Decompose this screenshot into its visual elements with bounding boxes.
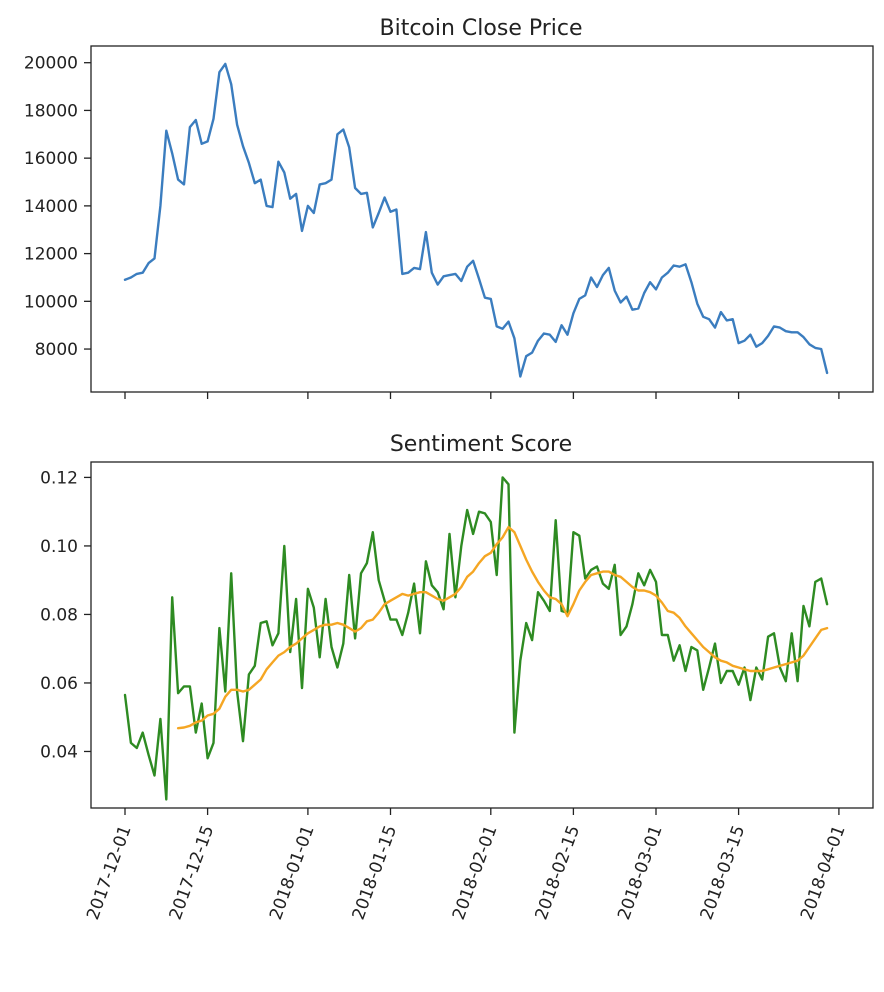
sentiment-y-tick-label: 0.04 [40, 742, 78, 762]
sentiment-y-tick-label: 0.06 [40, 674, 78, 694]
sentiment-y-tick-label: 0.10 [40, 537, 78, 557]
sentiment-series-moving-average [176, 525, 829, 730]
sentiment-x-tick-label: 2018-02-15 [532, 823, 585, 923]
price-y-tick-label: 14000 [24, 197, 78, 217]
price-x-axis [124, 392, 840, 399]
sentiment-x-tick-label: 2018-04-01 [797, 823, 850, 923]
sentiment-y-axis: 0.04 0.06 0.08 0.10 0.12 [40, 468, 91, 762]
sentiment-x-tick-label: 2018-02-01 [449, 823, 502, 923]
price-y-tick-label: 10000 [24, 292, 78, 312]
sentiment-x-tick-label: 2018-03-01 [614, 823, 667, 923]
price-series-layer [123, 62, 829, 378]
price-y-axis: 8000 10000 12000 14000 16000 18000 20000 [24, 54, 91, 360]
price-chart: Bitcoin Close Price 8000 10000 12000 14000 1… [24, 16, 874, 399]
sentiment-x-tick-label: 2018-03-15 [697, 823, 750, 923]
sentiment-chart-title: Sentiment Score [390, 432, 572, 457]
sentiment-y-tick-label: 0.12 [40, 468, 78, 488]
sentiment-series-layer [123, 476, 829, 801]
price-plot-area [90, 45, 874, 393]
sentiment-x-axis: 2017-12-01 2017-12-15 2018-01-01 2018-01-15… [83, 808, 850, 923]
sentiment-x-tick-label: 2017-12-15 [166, 823, 219, 923]
sentiment-y-tick-label: 0.08 [40, 605, 78, 625]
sentiment-x-tick-label: 2018-01-15 [349, 823, 402, 923]
sentiment-x-tick-label: 2017-12-01 [83, 823, 136, 923]
sentiment-plot-area [90, 461, 874, 809]
price-y-tick-label: 18000 [24, 101, 78, 121]
price-chart-title: Bitcoin Close Price [379, 16, 582, 41]
sentiment-x-tick-label: 2018-01-01 [266, 823, 319, 923]
price-y-tick-label: 8000 [35, 340, 78, 360]
price-series-close-price [123, 62, 829, 378]
sentiment-chart: Sentiment Score 0.04 0.06 0.08 0.10 0.12 201… [40, 432, 874, 923]
price-y-tick-label: 16000 [24, 149, 78, 169]
sentiment-series-sentiment-score [123, 476, 829, 801]
price-y-tick-label: 20000 [24, 54, 78, 74]
price-y-tick-label: 12000 [24, 245, 78, 265]
